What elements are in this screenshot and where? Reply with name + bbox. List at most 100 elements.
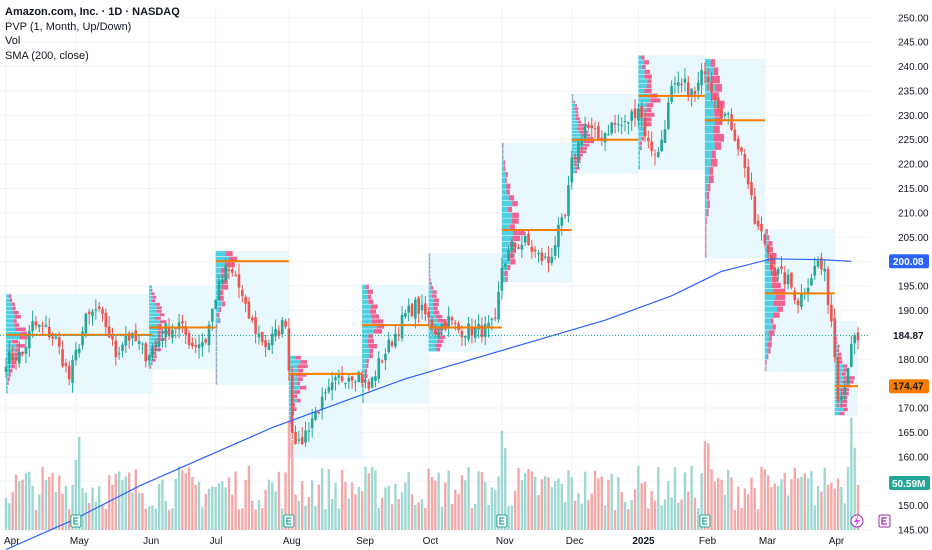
volume-bar — [241, 508, 244, 530]
candle-body — [473, 327, 477, 338]
volume-bar — [537, 495, 540, 530]
price-axis-label: 145.00 — [898, 526, 929, 537]
candle-body — [770, 255, 773, 269]
price-axis-label: 235.00 — [898, 86, 929, 97]
profile-bar-up — [501, 201, 513, 207]
volume-bar — [390, 504, 394, 530]
pvp-indicator-label[interactable]: PVP (1, Month, Up/Down) — [5, 20, 132, 33]
volume-bar — [161, 479, 164, 530]
candle-body — [41, 325, 44, 327]
profile-bar-down — [837, 352, 842, 356]
symbol-title[interactable]: Amazon.com, Inc. · 1D · NASDAQ — [5, 6, 180, 18]
profile-bar-down — [642, 64, 646, 70]
profile-bar-up — [428, 310, 434, 315]
profile-bar-down — [216, 351, 218, 357]
volume-tag: 50.59M — [889, 476, 930, 490]
volume-bar — [543, 476, 547, 530]
profile-bar-down — [710, 158, 718, 167]
volume-bar — [111, 484, 114, 530]
profile-bar-up — [764, 270, 772, 277]
profile-bar-up — [428, 253, 430, 257]
profile-bar-up — [704, 59, 711, 67]
time-axis[interactable]: Apr May Jun Jul Aug Sep Oct Nov Dec 2025 Feb Mar Apr — [4, 536, 845, 547]
volume-bar — [756, 509, 760, 530]
volume-bar — [157, 484, 161, 530]
price-axis-label: 160.00 — [898, 452, 929, 463]
profile-bar-up — [501, 212, 513, 218]
profile-bar-up — [501, 206, 509, 213]
candle-body — [57, 337, 61, 347]
volume-bar — [384, 487, 387, 530]
candle-body — [234, 274, 237, 277]
volume-bar — [553, 481, 557, 530]
time-axis-label: Apr — [4, 536, 20, 547]
profile-bar-up — [571, 133, 582, 137]
volume-bar — [856, 484, 860, 530]
profile-bar-up — [638, 131, 644, 136]
volume-bar — [141, 493, 144, 530]
candle-body — [846, 368, 850, 384]
volume-bar — [593, 470, 597, 530]
price-axis[interactable]: 250.00 245.00 240.00 235.00 230.00 225.00 220.… — [898, 13, 929, 536]
volume-bar — [816, 485, 820, 530]
volume-bar — [770, 486, 773, 530]
sma-indicator-label[interactable]: SMA (200, close) — [5, 49, 89, 62]
profile-bar-up — [6, 302, 12, 307]
candle-body — [167, 326, 171, 336]
profile-bar-down — [216, 362, 218, 368]
volume-bar — [500, 430, 504, 530]
candle-body — [460, 331, 464, 338]
profile-bar-up — [704, 216, 707, 225]
candle-body — [87, 311, 91, 315]
volume-bar — [680, 499, 683, 530]
volume-indicator-label[interactable]: Vol — [5, 35, 21, 47]
candle-body — [211, 308, 214, 322]
profile-bar-up — [571, 167, 576, 170]
profile-bar-up — [362, 348, 370, 354]
profile-bar-up — [571, 107, 575, 111]
candle-body — [820, 257, 823, 270]
candle-body — [174, 328, 178, 330]
profile-bar-down — [7, 381, 9, 386]
profile-bar-down — [841, 372, 846, 376]
profile-bar-down — [12, 339, 19, 344]
price-axis-label: 240.00 — [898, 62, 929, 73]
price-axis-label: 210.00 — [898, 208, 929, 219]
candle-body — [250, 317, 254, 321]
candle-body — [726, 113, 730, 115]
profile-bar-down — [296, 381, 300, 386]
profile-bar-up — [638, 103, 647, 108]
volume-bar — [397, 499, 400, 530]
profile-bar-up — [834, 352, 838, 356]
profile-bar-down — [435, 343, 442, 348]
profile-bar-down — [768, 330, 775, 336]
candle-body — [304, 430, 307, 443]
candle-body — [590, 125, 594, 129]
volume-bar — [194, 485, 197, 530]
profile-bar-up — [501, 276, 507, 282]
profile-bar-down — [226, 251, 233, 257]
profile-bar-down — [638, 150, 640, 155]
volume-bar — [457, 493, 460, 530]
profile-bar-down — [777, 306, 783, 312]
profile-bar-up — [149, 365, 151, 369]
candle-body — [61, 349, 64, 367]
candle-body — [750, 182, 753, 196]
profile-bar-down — [429, 277, 431, 282]
candle-body — [507, 249, 510, 261]
volume-bar — [630, 499, 633, 530]
volume-bar — [736, 486, 740, 530]
volume-bar — [101, 505, 104, 530]
profile-bar-down — [151, 292, 155, 296]
profile-bar-down — [216, 346, 218, 352]
candle-body — [607, 133, 610, 135]
profile-bar-down — [216, 373, 218, 379]
profile-bar-down — [9, 298, 13, 302]
profile-bar-down — [12, 306, 16, 311]
profile-bar-down — [154, 355, 157, 359]
volume-bar — [750, 477, 753, 530]
volume-bar — [204, 493, 207, 530]
profile-bar-down — [156, 309, 162, 313]
profile-bar-up — [501, 224, 510, 230]
